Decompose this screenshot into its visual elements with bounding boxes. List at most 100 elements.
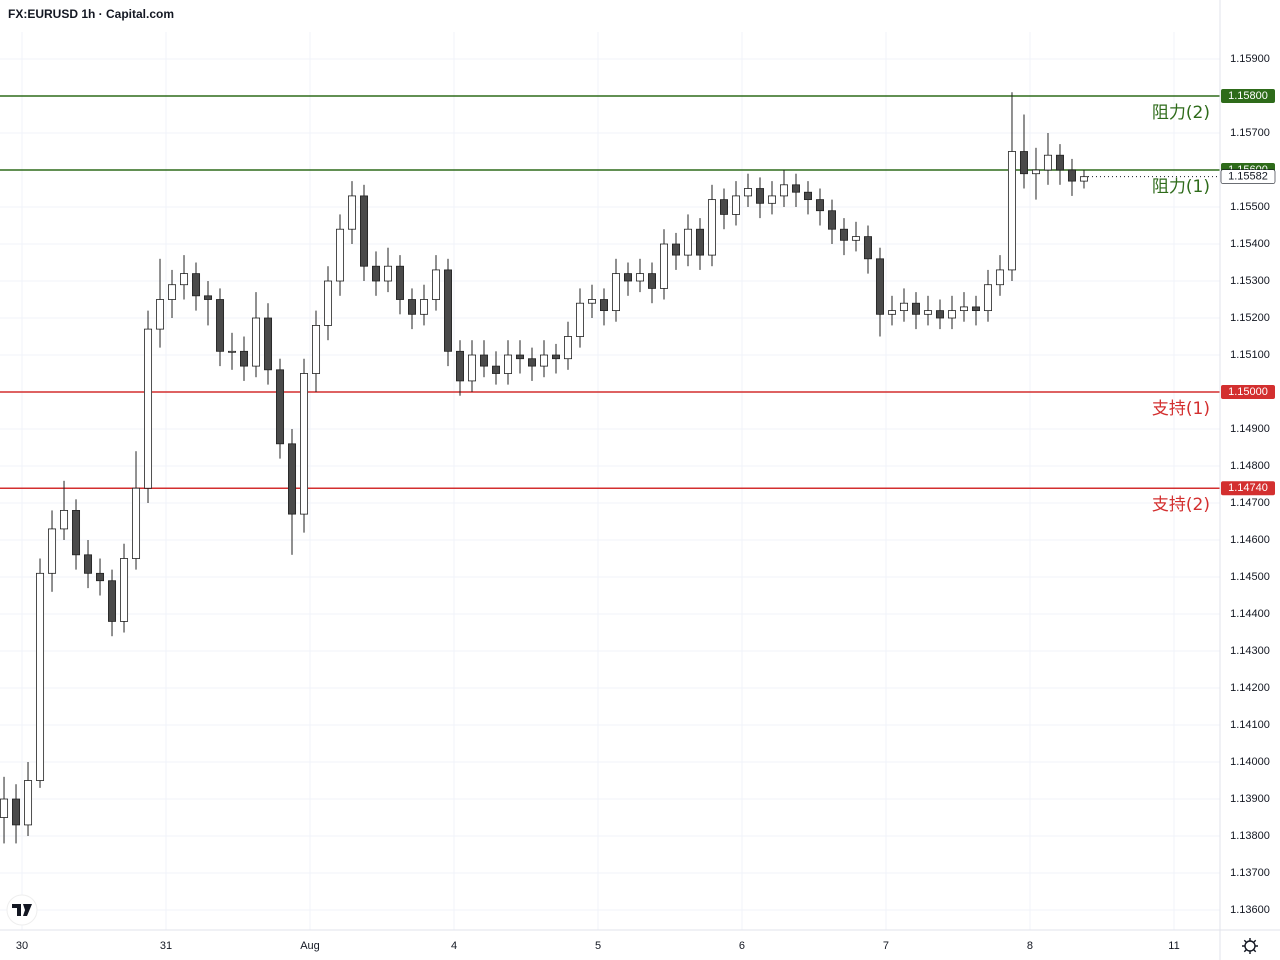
- candle-body: [516, 354, 525, 360]
- candle-body: [719, 199, 728, 215]
- candle-body: [791, 184, 800, 193]
- level-tag-label: 1.15800: [1228, 90, 1268, 102]
- candle-body: [408, 299, 417, 315]
- candle-body: [240, 350, 249, 367]
- candle-body: [959, 306, 968, 312]
- candle-body: [312, 325, 321, 374]
- candle-body: [192, 273, 201, 297]
- candle-body: [995, 269, 1004, 286]
- level-tag: [1221, 481, 1275, 496]
- level-name: 支持(1): [1152, 399, 1210, 419]
- candle-body: [504, 354, 513, 374]
- candle-body: [635, 273, 644, 282]
- y-tick-label: 1.14700: [1230, 497, 1270, 509]
- candle-body: [252, 317, 261, 367]
- level-tag-label: 1.15000: [1228, 386, 1268, 398]
- candle-body: [108, 580, 117, 622]
- y-tick-label: 1.13900: [1230, 793, 1270, 805]
- candle-body: [432, 269, 441, 300]
- y-tick-label: 1.14600: [1230, 534, 1270, 546]
- last-price-label: 1.15582: [1228, 171, 1268, 183]
- candle-body: [276, 369, 285, 445]
- x-tick-label: 5: [595, 940, 601, 952]
- candle-body: [528, 358, 537, 367]
- candle-body: [336, 228, 345, 282]
- candle-body: [24, 780, 33, 826]
- x-tick-label: 31: [160, 940, 172, 952]
- candle-body: [1067, 169, 1076, 182]
- candle-body: [1019, 151, 1028, 175]
- x-tick-label: Aug: [300, 940, 320, 952]
- candle-body: [707, 199, 716, 256]
- y-tick-label: 1.14800: [1230, 460, 1270, 472]
- candle-body: [743, 188, 752, 197]
- candle-body: [935, 310, 944, 319]
- candle-body: [827, 210, 836, 230]
- level-name: 阻力(2): [1152, 103, 1210, 123]
- candle-body: [132, 487, 141, 559]
- candle-body: [420, 299, 429, 315]
- levels: 阻力(2) 阻力(1) 支持(1) 支持(2): [0, 95, 1220, 515]
- x-tick-label: 30: [16, 940, 28, 952]
- candle-body: [923, 310, 932, 315]
- candle-body: [647, 273, 656, 289]
- candle-body: [396, 265, 405, 300]
- candle-body: [264, 317, 273, 371]
- y-tick-label: 1.15900: [1230, 53, 1270, 65]
- candle-body: [1043, 154, 1052, 171]
- candle-body: [48, 528, 57, 574]
- candle-body: [947, 310, 956, 319]
- candle-body: [911, 302, 920, 315]
- candle-body: [468, 354, 477, 382]
- candle-body: [875, 258, 884, 315]
- candle-body: [180, 273, 189, 286]
- settings-icon[interactable]: [1242, 938, 1258, 954]
- candle-body: [887, 310, 896, 315]
- candle-body: [1031, 169, 1040, 175]
- candle-body: [611, 273, 620, 312]
- candle-body: [576, 302, 585, 337]
- candle-body: [851, 236, 860, 241]
- candle-body: [156, 299, 165, 330]
- candle-body: [755, 188, 764, 204]
- candle-body: [0, 798, 9, 818]
- candle-body: [144, 328, 153, 489]
- y-tick-label: 1.13600: [1230, 904, 1270, 916]
- candle-body: [120, 558, 129, 622]
- candle-body: [384, 265, 393, 282]
- level-name: 支持(2): [1152, 495, 1210, 515]
- gear-teeth[interactable]: [1242, 938, 1258, 954]
- tv-logo: [6, 894, 38, 926]
- level-name: 阻力(1): [1152, 177, 1210, 197]
- candle-body: [588, 299, 597, 304]
- candle-body: [288, 443, 297, 515]
- y-tick-label: 1.13800: [1230, 830, 1270, 842]
- candle-body: [444, 269, 453, 352]
- y-tick-label: 1.14900: [1230, 423, 1270, 435]
- level-tag: [1221, 385, 1275, 400]
- candle-body: [779, 184, 788, 197]
- candle-body: [731, 195, 740, 215]
- candle-body: [623, 273, 632, 282]
- candle-body: [899, 302, 908, 312]
- candle-body: [839, 228, 848, 241]
- candle-body: [815, 199, 824, 212]
- candle-body: [456, 350, 465, 382]
- candle-body: [96, 572, 105, 582]
- candle-body: [72, 510, 81, 556]
- candle-body: [168, 284, 177, 300]
- candle-body: [480, 354, 489, 367]
- candle-body: [324, 280, 333, 326]
- x-tick-label: 4: [451, 940, 457, 952]
- candle-body: [1079, 176, 1088, 182]
- candle-body: [863, 236, 872, 260]
- candle-body: [983, 284, 992, 312]
- candle-body: [228, 350, 237, 353]
- y-tick-label: 1.13700: [1230, 867, 1270, 879]
- y-tick-label: 1.14300: [1230, 645, 1270, 657]
- candle-body: [552, 354, 561, 360]
- candle-body: [803, 191, 812, 201]
- candle-body: [36, 572, 45, 781]
- last-price-tag: [1220, 169, 1276, 184]
